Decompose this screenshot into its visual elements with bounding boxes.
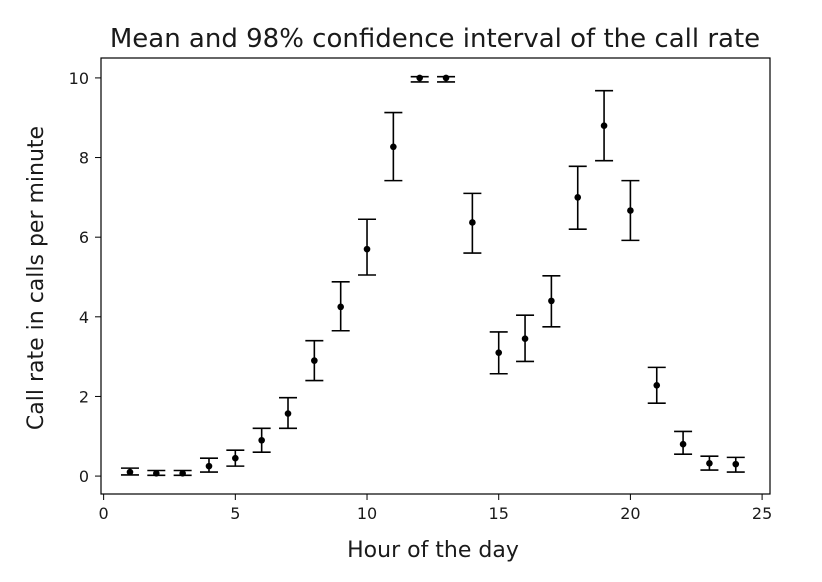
x-tick-label: 5 (230, 504, 240, 523)
mean-point (732, 460, 740, 468)
data-marks (120, 74, 745, 477)
axis-ticks: 0 5 10 15 20 25 0 2 4 6 8 10 (69, 69, 773, 523)
mean-point (363, 245, 371, 253)
y-tick-label: 4 (79, 308, 89, 327)
x-tick-label: 10 (357, 504, 377, 523)
mean-point (600, 122, 608, 129)
mean-point (469, 219, 476, 226)
y-tick-label: 6 (79, 228, 89, 247)
x-tick-label: 15 (489, 504, 509, 523)
mean-point (126, 468, 134, 476)
mean-point (311, 357, 318, 364)
mean-point (521, 335, 529, 343)
y-tick-label: 10 (69, 69, 89, 88)
x-tick-label: 20 (620, 504, 640, 523)
x-tick-label: 25 (752, 504, 772, 523)
y-tick-label: 0 (79, 467, 89, 486)
mean-point (442, 74, 450, 82)
mean-point (495, 349, 503, 356)
mean-point (179, 469, 186, 477)
x-axis-label: Hour of the day (347, 538, 519, 563)
y-tick-label: 8 (79, 149, 89, 168)
mean-point (574, 194, 582, 201)
mean-point (416, 74, 423, 82)
chart-title: Mean and 98% confidence interval of the … (110, 24, 760, 54)
mean-point (679, 440, 687, 448)
mean-point (653, 381, 661, 389)
mean-point (390, 143, 397, 151)
mean-point (337, 303, 344, 311)
mean-point (232, 454, 239, 462)
y-axis-label: Call rate in calls per minute (24, 126, 49, 430)
y-tick-label: 2 (79, 387, 89, 406)
plot-frame (100, 57, 771, 495)
x-tick-label: 0 (99, 504, 109, 523)
mean-point (153, 469, 160, 477)
mean-point (706, 460, 713, 467)
mean-point (258, 436, 265, 444)
mean-point (548, 297, 555, 305)
mean-point (284, 410, 292, 417)
mean-point (205, 462, 213, 470)
mean-point (627, 207, 634, 214)
